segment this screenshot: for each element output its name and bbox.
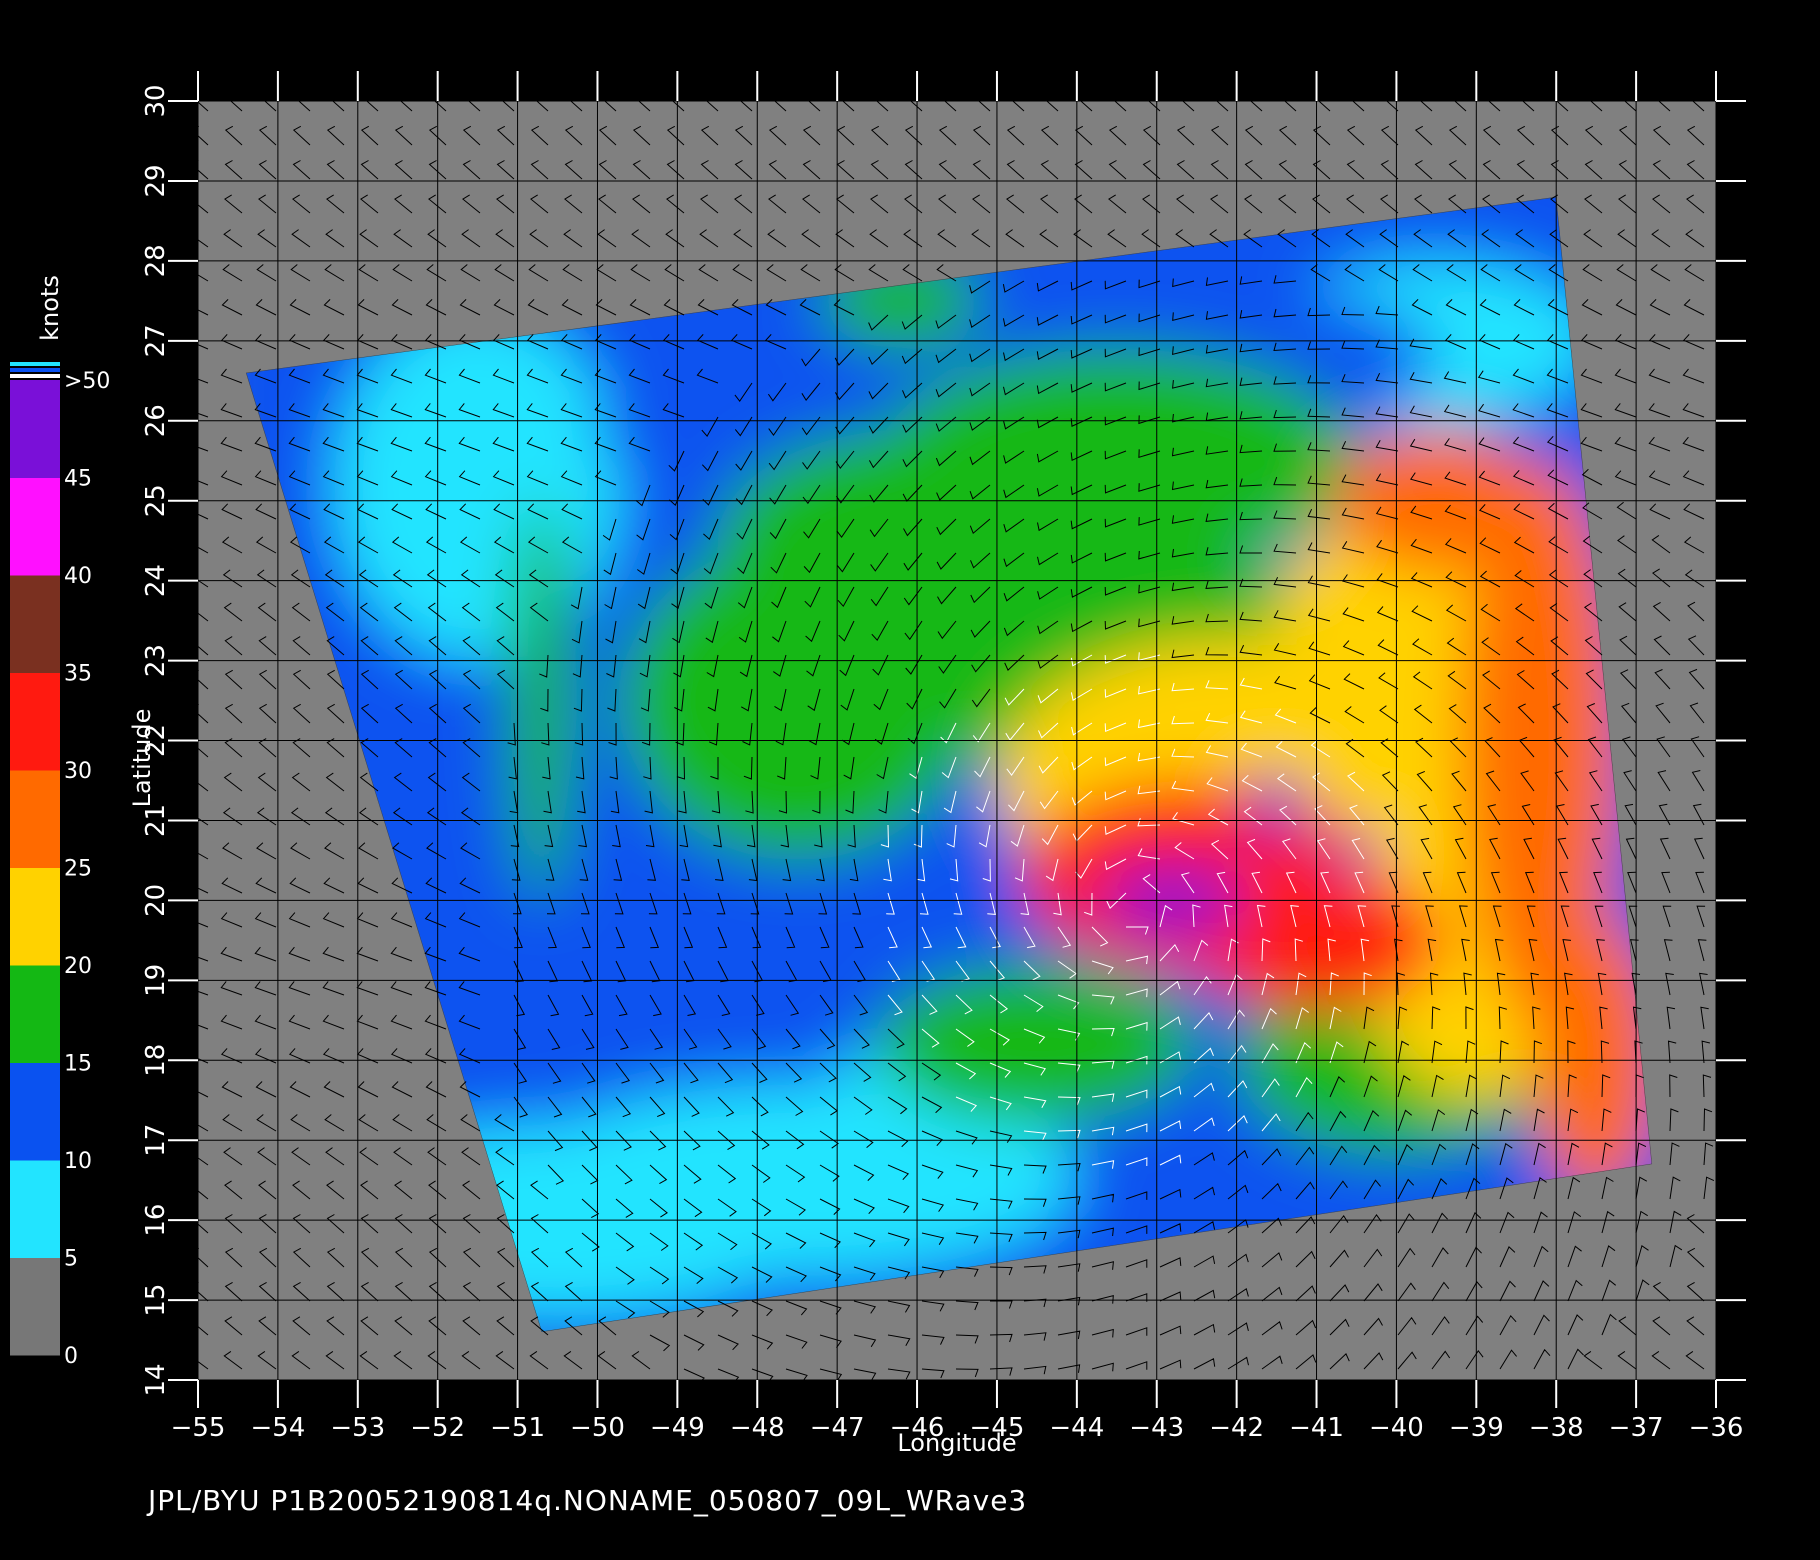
- x-tick-label: −49: [650, 1413, 705, 1443]
- y-tick-label: 21: [141, 804, 171, 837]
- y-tick-label: 29: [141, 164, 171, 197]
- y-tick-label: 14: [141, 1363, 171, 1396]
- wind-barbs-dark: [198, 101, 1715, 1380]
- x-tick-label: −42: [1209, 1413, 1264, 1443]
- y-tick-label: 15: [141, 1284, 171, 1317]
- colorbar-label: 40: [64, 564, 92, 589]
- colorbar-label: 15: [64, 1052, 92, 1077]
- colorbar-title: knots: [36, 275, 64, 341]
- colorbar-cap-cyan: [10, 362, 60, 366]
- x-tick-label: −53: [330, 1413, 385, 1443]
- wind-speed-patch: [621, 540, 973, 861]
- y-tick-label: 26: [141, 404, 171, 437]
- x-tick-label: −41: [1289, 1413, 1344, 1443]
- colorbar: 0 5 10 15 20 25 30 35 40 45 >50: [10, 362, 110, 1369]
- y-tick-label: 25: [141, 484, 171, 517]
- lat-lon-grid: [197, 100, 1717, 1381]
- y-tick-label: 24: [141, 564, 171, 597]
- colorbar-label: 5: [64, 1247, 78, 1272]
- x-tick-label: −47: [810, 1413, 865, 1443]
- x-tick-label: −43: [1129, 1413, 1184, 1443]
- wind-barbs: [198, 101, 1715, 1380]
- colorbar-band: [10, 867, 60, 966]
- x-tick-label: −37: [1609, 1413, 1664, 1443]
- colorbar-label: 20: [64, 954, 92, 979]
- x-tick-label: −39: [1449, 1413, 1504, 1443]
- x-tick-label: −50: [570, 1413, 625, 1443]
- colorbar-cap-white: [10, 374, 60, 378]
- x-tick-label: −38: [1529, 1413, 1584, 1443]
- y-tick-label: 30: [141, 84, 171, 117]
- y-axis-label: Latitude: [128, 709, 156, 808]
- y-tick-label: 16: [141, 1204, 171, 1237]
- x-tick-label: −55: [171, 1413, 226, 1443]
- colorbar-band: [10, 672, 60, 771]
- y-tick-label: 18: [141, 1044, 171, 1077]
- y-tick-label: 27: [141, 324, 171, 357]
- colorbar-label: 25: [64, 857, 92, 882]
- x-tick-label: −54: [250, 1413, 305, 1443]
- colorbar-label: 0: [64, 1344, 78, 1369]
- axes: −55 −54 −53 −52 −51 −50 −49 −48 −47 −46 −45 −44 −43−…: [141, 71, 1746, 1443]
- x-tick-label: −40: [1369, 1413, 1424, 1443]
- colorbar-label: 45: [64, 467, 92, 492]
- colorbar-label: 35: [64, 662, 92, 687]
- colorbar-band: [10, 770, 60, 868]
- swath-outline: [245, 196, 1653, 1333]
- x-tick-label: −44: [1049, 1413, 1104, 1443]
- x-axis-label: Longitude: [897, 1429, 1016, 1457]
- x-tick-label: −46: [890, 1413, 945, 1443]
- wind-speed-patch: [1244, 772, 1309, 837]
- wind-speed-patch: [877, 964, 1197, 1125]
- colorbar-band: [10, 965, 60, 1063]
- colorbar-band: [10, 1062, 60, 1161]
- colorbar-band: [10, 380, 60, 478]
- y-tick-label: 28: [141, 244, 171, 277]
- x-tick-label: −52: [410, 1413, 465, 1443]
- x-tick-label: −51: [490, 1413, 545, 1443]
- wind-speed-patch: [1332, 828, 1381, 877]
- colorbar-label: 10: [64, 1149, 92, 1174]
- colorbar-band: [10, 575, 60, 673]
- wind-speed-patch: [509, 500, 574, 901]
- colorbar-label: >50: [64, 369, 110, 394]
- y-tick-label: 22: [141, 724, 171, 757]
- x-tick-label: −36: [1689, 1413, 1744, 1443]
- wind-speed-patch: [877, 348, 1357, 573]
- colorbar-label: 30: [64, 759, 92, 784]
- footer-caption: JPL/BYU P1B20052190814q.NONAME_050807_09…: [148, 1484, 1028, 1517]
- colorbar-band: [10, 1160, 60, 1258]
- x-tick-label: −48: [730, 1413, 785, 1443]
- wind-barbs-light: [880, 652, 1372, 1169]
- y-tick-label: 20: [141, 884, 171, 917]
- x-tick-label: −45: [970, 1413, 1025, 1443]
- y-tick-label: 19: [141, 964, 171, 997]
- colorbar-band: [10, 1257, 60, 1356]
- y-tick-label: 23: [141, 644, 171, 677]
- y-tick-label: 17: [141, 1124, 171, 1157]
- colorbar-cap-blue: [10, 368, 60, 372]
- colorbar-band: [10, 477, 60, 576]
